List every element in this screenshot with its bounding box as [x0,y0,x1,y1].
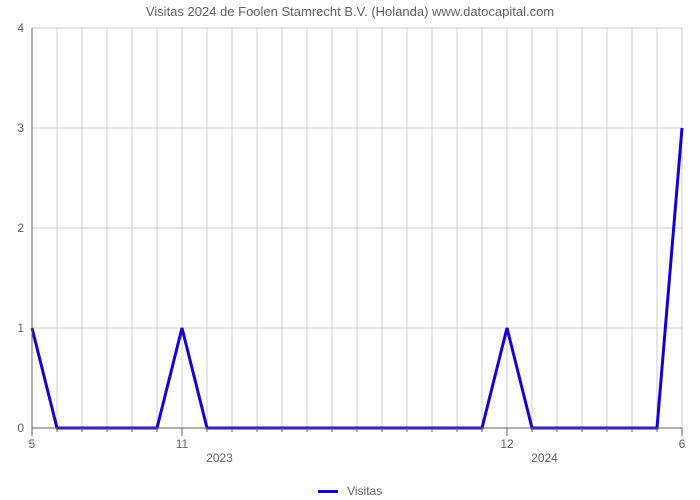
legend-swatch [318,490,338,493]
svg-text:2: 2 [17,221,24,235]
svg-text:0: 0 [17,421,24,435]
legend-label: Visitas [347,484,382,498]
chart-title: Visitas 2024 de Foolen Stamrecht B.V. (H… [0,4,700,19]
svg-text:11: 11 [176,437,189,451]
svg-text:2024: 2024 [531,451,558,465]
svg-text:2023: 2023 [206,451,233,465]
svg-text:12: 12 [500,437,514,451]
svg-text:1: 1 [17,321,24,335]
chart-plot: 0123451112620232024 [2,18,700,478]
visits-chart: Visitas 2024 de Foolen Stamrecht B.V. (H… [0,0,700,500]
svg-text:4: 4 [17,21,24,35]
chart-legend: Visitas [0,483,700,498]
svg-text:6: 6 [679,437,686,451]
svg-text:5: 5 [29,437,36,451]
svg-text:3: 3 [17,121,24,135]
